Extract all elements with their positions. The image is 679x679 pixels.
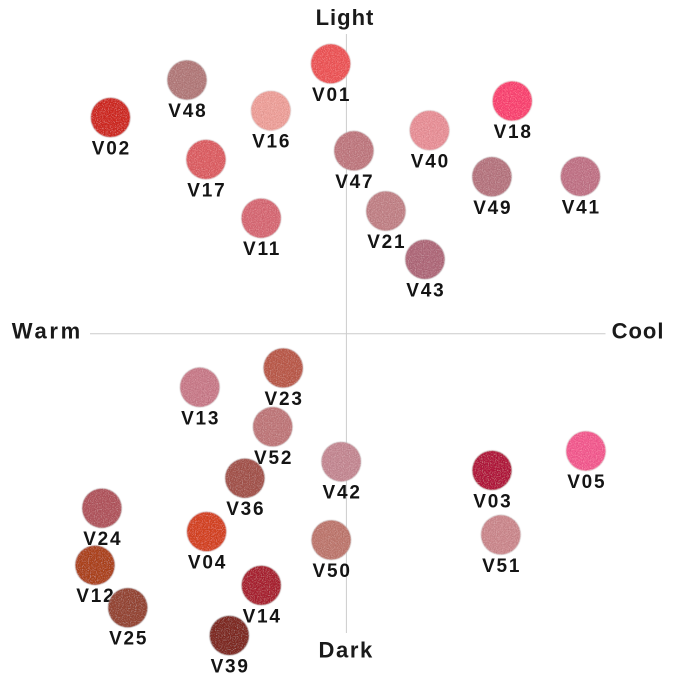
svg-text:V18: V18 — [494, 122, 533, 143]
svg-text:Dark: Dark — [319, 638, 374, 663]
svg-text:V13: V13 — [181, 408, 220, 429]
svg-text:V47: V47 — [335, 172, 374, 193]
svg-text:V49: V49 — [473, 198, 512, 219]
svg-text:V23: V23 — [264, 389, 303, 410]
svg-text:V24: V24 — [83, 529, 122, 550]
svg-text:V01: V01 — [312, 85, 351, 106]
svg-text:V17: V17 — [187, 181, 226, 202]
svg-text:V36: V36 — [226, 499, 265, 520]
svg-text:V14: V14 — [243, 606, 282, 627]
svg-text:V21: V21 — [367, 232, 406, 253]
svg-text:V50: V50 — [312, 561, 351, 582]
svg-text:V43: V43 — [406, 280, 445, 301]
svg-text:Light: Light — [316, 5, 375, 30]
svg-text:V11: V11 — [243, 239, 281, 260]
svg-text:V51: V51 — [482, 556, 521, 577]
svg-text:V25: V25 — [109, 629, 148, 650]
svg-text:V52: V52 — [254, 448, 293, 469]
svg-text:V39: V39 — [211, 657, 250, 678]
svg-text:V05: V05 — [567, 472, 606, 493]
svg-text:Warm: Warm — [12, 318, 83, 343]
svg-text:V02: V02 — [92, 139, 131, 160]
svg-text:V04: V04 — [188, 553, 227, 574]
svg-text:V48: V48 — [168, 101, 207, 122]
svg-text:V40: V40 — [411, 151, 450, 172]
svg-text:V12: V12 — [76, 586, 115, 607]
svg-text:V03: V03 — [473, 491, 512, 512]
svg-text:V41: V41 — [562, 197, 601, 218]
svg-text:Cool: Cool — [612, 318, 665, 343]
svg-text:V42: V42 — [322, 483, 361, 504]
svg-text:V16: V16 — [252, 132, 291, 153]
